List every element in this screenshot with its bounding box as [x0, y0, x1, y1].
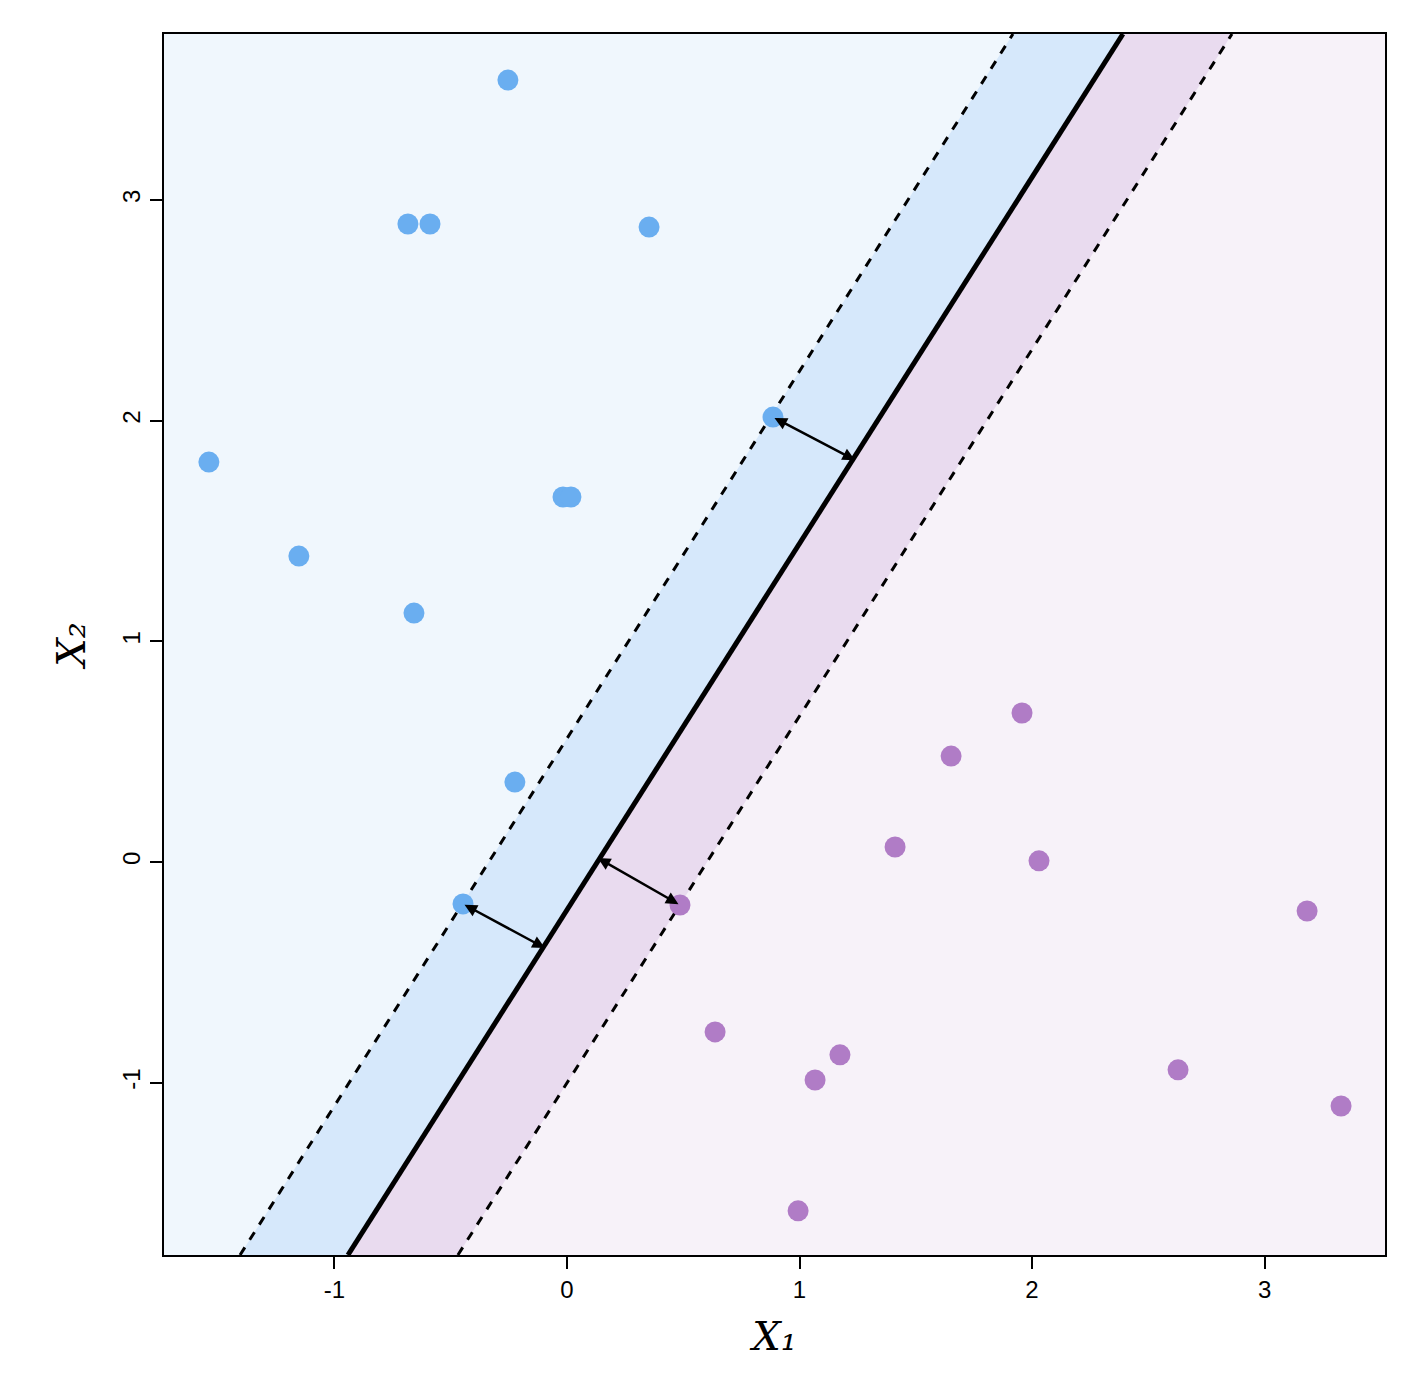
svg-text:2: 2	[118, 410, 145, 423]
svg-text:0: 0	[118, 852, 145, 865]
svg-text:0: 0	[560, 1276, 573, 1303]
svg-text:2: 2	[1025, 1276, 1038, 1303]
svg-text:X₂: X₂	[48, 622, 94, 670]
svg-text:3: 3	[1258, 1276, 1271, 1303]
svg-text:-1: -1	[324, 1276, 345, 1303]
svg-text:1: 1	[118, 631, 145, 644]
svg-text:3: 3	[118, 190, 145, 203]
svg-text:X₁: X₁	[749, 1313, 797, 1359]
svg-text:1: 1	[793, 1276, 806, 1303]
svg-text:-1: -1	[118, 1068, 145, 1089]
